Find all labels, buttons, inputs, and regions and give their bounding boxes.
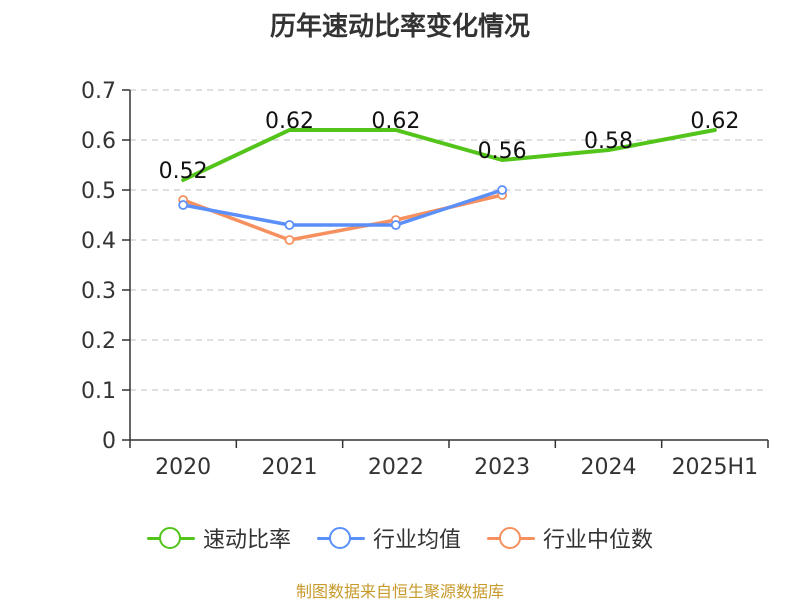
y-tick-label: 0.3 [81, 279, 116, 304]
data-point-1 [178, 200, 189, 210]
y-tick-label: 0.6 [81, 129, 116, 154]
data-point-1 [390, 220, 401, 230]
legend: 速动比率 行业均值 行业中位数 [0, 518, 800, 558]
legend-swatch-speed-ratio [146, 526, 195, 550]
legend-label-industry-median: 行业中位数 [543, 528, 654, 553]
y-tick-label: 0.7 [81, 79, 116, 104]
legend-item-industry-median[interactable]: 行业中位数 [487, 522, 653, 554]
y-tick-label: 0.5 [81, 179, 116, 204]
y-tick-label: 0.2 [81, 329, 116, 354]
data-point-2 [284, 235, 295, 245]
legend-swatch-industry-mean [316, 526, 365, 550]
legend-label-industry-mean: 行业均值 [372, 528, 461, 553]
y-tick-label: 0.4 [81, 229, 116, 254]
chart-title: 历年速动比率变化情况 [269, 12, 530, 42]
x-tick-label: 2025H1 [672, 455, 759, 480]
y-tick-label: 0.1 [81, 379, 116, 404]
x-tick-label: 2021 [262, 455, 318, 480]
data-label: 0.56 [478, 139, 527, 164]
data-point-1 [284, 220, 295, 230]
data-label: 0.62 [265, 109, 314, 134]
source-note: 制图数据来自恒生聚源数据库 [295, 582, 504, 600]
x-tick-label: 2022 [368, 455, 424, 480]
y-tick-label: 0 [102, 429, 116, 454]
series-line-2 [181, 193, 504, 242]
x-tick-label: 2023 [474, 455, 530, 480]
data-label: 0.62 [690, 109, 739, 134]
x-tick-label: 2024 [581, 455, 637, 480]
legend-item-industry-mean[interactable]: 行业均值 [316, 522, 461, 554]
legend-label-speed-ratio: 速动比率 [202, 528, 291, 553]
legend-swatch-industry-median [487, 526, 535, 550]
x-tick-label: 2020 [155, 455, 211, 480]
data-label: 0.58 [584, 129, 633, 154]
data-point-1 [497, 185, 508, 195]
legend-item-speed-ratio[interactable]: 速动比率 [146, 522, 291, 554]
data-label: 0.62 [371, 109, 420, 134]
data-label: 0.52 [159, 159, 208, 184]
series-line-1 [181, 188, 504, 227]
series-line-0 [181, 128, 717, 182]
